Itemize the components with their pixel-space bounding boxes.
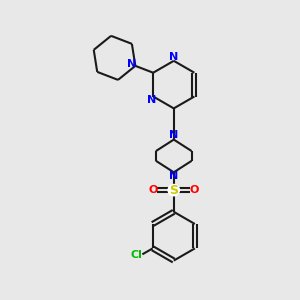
Text: N: N bbox=[169, 52, 178, 62]
Text: Cl: Cl bbox=[131, 250, 142, 260]
Text: N: N bbox=[169, 130, 178, 140]
Text: O: O bbox=[148, 185, 158, 195]
Text: N: N bbox=[147, 95, 156, 105]
Text: N: N bbox=[169, 172, 178, 182]
Text: O: O bbox=[190, 185, 199, 195]
Circle shape bbox=[168, 184, 179, 196]
Text: N: N bbox=[127, 59, 136, 69]
Text: S: S bbox=[169, 184, 178, 196]
